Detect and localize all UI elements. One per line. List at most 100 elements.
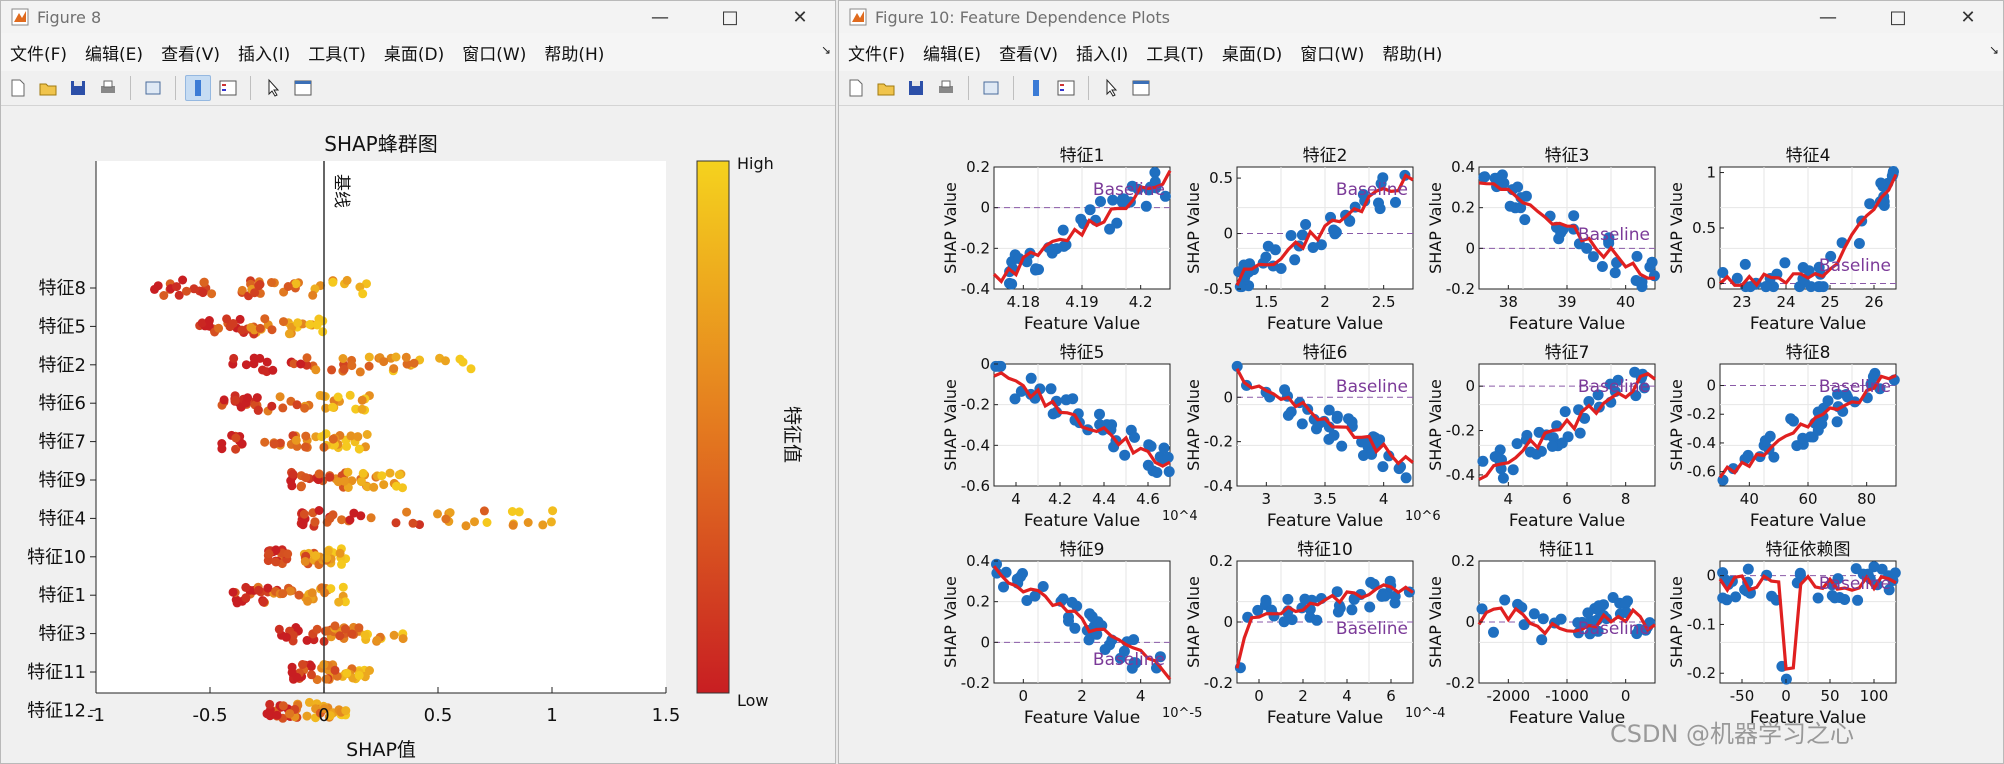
swarm-point: [263, 583, 273, 593]
print-button[interactable]: [95, 75, 121, 101]
swarm-point: [358, 289, 368, 299]
menu-help[interactable]: 帮助(H): [1382, 44, 1443, 65]
swarm-point: [296, 359, 306, 369]
dependence-figure: 特征1 SHAP Value Feature Value 4.18 4.19 4.2 0.2…: [941, 146, 1901, 728]
menu-window[interactable]: 窗口(W): [462, 44, 527, 65]
x-tick-label: 2: [1077, 687, 1087, 705]
link-plot-button[interactable]: [140, 75, 166, 101]
data-point: [998, 581, 1009, 593]
close-button[interactable]: ✕: [765, 1, 835, 33]
swarm-point: [285, 709, 295, 719]
print-button[interactable]: [933, 75, 959, 101]
figure-window-1: Figure 8 — □ ✕ 文件(F) 编辑(E) 查看(V) 插入(I) 工…: [0, 0, 836, 764]
property-inspector-button[interactable]: [1128, 75, 1154, 101]
swarm-point: [360, 630, 370, 640]
x-tick-label: 2.5: [1372, 293, 1396, 311]
swarm-point: [355, 282, 365, 292]
new-figure-button[interactable]: [843, 75, 869, 101]
data-point: [1095, 196, 1106, 207]
beeswarm-figure: 特征8特征5特征2特征6特征7特征9特征4特征10特征1特征3特征11特征12-…: [27, 132, 803, 761]
subplot-xlabel: Feature Value: [1509, 314, 1625, 334]
maximize-button[interactable]: □: [1863, 1, 1933, 33]
data-point: [1812, 424, 1824, 436]
menu-view[interactable]: 查看(V): [161, 44, 220, 65]
new-figure-button[interactable]: [5, 75, 31, 101]
data-point: [1519, 214, 1531, 226]
edit-plot-button[interactable]: [1098, 75, 1124, 101]
menu-desktop[interactable]: 桌面(D): [1221, 44, 1283, 65]
title-bar[interactable]: Figure 10: Feature Dependence Plots — □ …: [839, 1, 2003, 33]
swarm-point: [346, 431, 356, 441]
data-point: [1592, 625, 1604, 637]
open-button[interactable]: [873, 75, 899, 101]
swarm-point: [372, 635, 382, 645]
minimize-button[interactable]: —: [625, 1, 695, 33]
legend-button[interactable]: [215, 75, 241, 101]
dependence-subplot: 特征4 SHAP Value Feature Value 23 24 25 26 1 0.5 0 B…: [1667, 146, 1899, 334]
trend-line: [1718, 373, 1897, 479]
swarm-point: [267, 401, 277, 411]
matlab-icon: [11, 8, 29, 26]
menu-insert[interactable]: 插入(I): [1075, 44, 1129, 65]
menu-view[interactable]: 查看(V): [999, 44, 1058, 65]
open-button[interactable]: [35, 75, 61, 101]
dock-arrow-icon[interactable]: ↘: [820, 43, 831, 57]
swarm-point: [321, 674, 331, 684]
x-tick-label: 4: [1504, 490, 1514, 508]
menu-edit[interactable]: 编辑(E): [923, 44, 982, 65]
figure-window-2: Figure 10: Feature Dependence Plots — □ …: [838, 0, 2004, 764]
swarm-point: [255, 323, 265, 333]
menu-insert[interactable]: 插入(I): [237, 44, 291, 65]
swarm-point: [408, 518, 418, 528]
swarm-point: [288, 469, 298, 479]
swarm-point: [292, 400, 302, 410]
colorbar[interactable]: [696, 160, 730, 694]
data-point: [1111, 217, 1123, 229]
menu-file[interactable]: 文件(F): [10, 44, 68, 65]
beeswarm-title: SHAP蜂群图: [324, 132, 437, 156]
data-point: [1358, 450, 1369, 461]
data-point: [1555, 227, 1567, 239]
save-button[interactable]: [65, 75, 91, 101]
colorbar-button[interactable]: [185, 75, 211, 101]
edit-plot-button[interactable]: [260, 75, 286, 101]
data-point: [1791, 440, 1803, 452]
menu-desktop[interactable]: 桌面(D): [383, 44, 445, 65]
swarm-point: [354, 623, 364, 633]
save-button[interactable]: [903, 75, 929, 101]
y-tick-label: 0: [1465, 377, 1475, 395]
swarm-point: [355, 367, 365, 377]
data-point: [1344, 215, 1356, 227]
data-point: [990, 360, 1002, 372]
menu-help[interactable]: 帮助(H): [544, 44, 605, 65]
trend-line: [1235, 583, 1414, 669]
title-bar[interactable]: Figure 8 — □ ✕: [1, 1, 835, 33]
feature-label: 特征10: [27, 547, 86, 568]
menu-tools[interactable]: 工具(T): [1146, 44, 1204, 65]
swarm-point: [339, 476, 349, 486]
data-point: [1128, 634, 1140, 646]
data-point: [1307, 242, 1319, 253]
menu-file[interactable]: 文件(F): [848, 44, 906, 65]
menu-window[interactable]: 窗口(W): [1300, 44, 1365, 65]
link-plot-button[interactable]: [978, 75, 1004, 101]
dock-arrow-icon[interactable]: ↘: [1988, 43, 1999, 57]
colorbar-button[interactable]: [1023, 75, 1049, 101]
close-button[interactable]: ✕: [1933, 1, 2003, 33]
feature-label: 特征6: [39, 393, 86, 414]
x-tick-label: 25: [1820, 293, 1839, 311]
menu-edit[interactable]: 编辑(E): [85, 44, 144, 65]
x-tick-label: 40: [1740, 490, 1759, 508]
data-point: [1162, 451, 1174, 463]
feature-label: 特征12: [27, 700, 86, 721]
legend-button[interactable]: [1053, 75, 1079, 101]
maximize-button[interactable]: □: [695, 1, 765, 33]
x-tick-label: 0: [1781, 687, 1791, 705]
minimize-button[interactable]: —: [1793, 1, 1863, 33]
data-point: [1057, 224, 1069, 236]
menu-tools[interactable]: 工具(T): [308, 44, 366, 65]
x-tick-label: -50: [1730, 687, 1755, 705]
subplot-ylabel: SHAP Value: [941, 182, 960, 274]
swarm-point: [283, 282, 293, 291]
property-inspector-button[interactable]: [290, 75, 316, 101]
